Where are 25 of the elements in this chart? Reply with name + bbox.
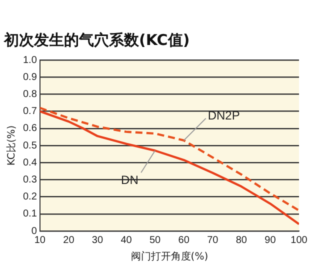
chart-title: 初次发生的气穴系数(KC值) [3,30,190,49]
y-tick-label: 1.0 [22,54,38,66]
y-tick-label: 0.9 [22,72,38,83]
y-tick-label: 0.5 [22,140,38,152]
y-tick-label: 0.7 [22,106,38,118]
x-tick-label: 40 [120,234,132,246]
x-tick-label: 70 [207,234,219,246]
y-tick-label: 0.4 [22,157,38,168]
y-tick-label: 0.1 [22,208,38,220]
x-tick-label: 60 [178,234,190,246]
y-tick-label: 0.8 [22,88,38,100]
y-tick-label: 0.2 [22,192,38,203]
y-tick-label: 0.6 [22,123,38,134]
x-tick-label: 100 [290,234,308,246]
x-tick-label: 10 [34,234,46,246]
x-tick-label: 80 [236,234,248,246]
x-tick-label: 90 [264,234,276,246]
x-tick-label: 30 [92,234,104,246]
x-tick-label: 20 [63,234,75,246]
text: DN2P [208,108,240,123]
y-axis-title: KC比(%) [6,125,18,166]
y-tick-label: 0 [31,226,38,237]
y-tick-label: 0.3 [22,174,38,186]
x-tick-label: 50 [149,234,162,246]
x-axis-title: 阀门打开角度(%) [130,250,208,263]
